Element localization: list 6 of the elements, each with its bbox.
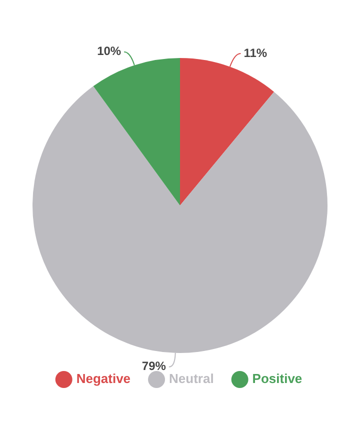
data-label: 11% (244, 46, 268, 60)
data-label: 79% (142, 359, 166, 374)
legend-label: Negative (76, 371, 131, 386)
legend-label: Positive (252, 371, 302, 386)
legend-label: Neutral (169, 371, 214, 386)
data-label: 10% (97, 44, 122, 58)
